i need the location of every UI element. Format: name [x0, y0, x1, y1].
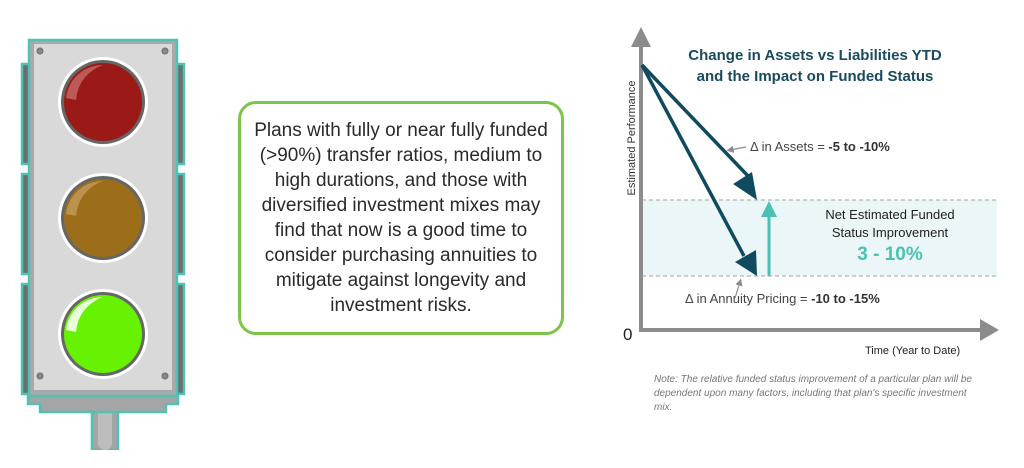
- annuity-change-arrow: [640, 64, 746, 257]
- green-light: [58, 289, 148, 379]
- x-axis-label: Time (Year to Date): [865, 345, 961, 357]
- info-text: Plans with fully or near fully funded (>…: [254, 120, 548, 316]
- funded-status-diagram: [631, 27, 999, 341]
- assets-change-arrow: [640, 63, 750, 178]
- origin-label: 0: [623, 325, 633, 344]
- net-improvement-label: Net Estimated Funded Status Improvement: [790, 206, 990, 242]
- red-light: [58, 57, 148, 147]
- footnote: Note: The relative funded status improve…: [654, 374, 972, 413]
- screws: [36, 47, 169, 380]
- annuity-label-value: -10 to -15%: [811, 291, 880, 306]
- chart-title-line2: and the Impact on Funded Status: [696, 68, 934, 85]
- net-label-line1: Net Estimated Funded: [825, 207, 955, 222]
- chart-title-line1: Change in Assets vs Liabilities YTD: [688, 47, 942, 64]
- improvement-band: [642, 200, 997, 276]
- assets-change-label: Δ in Assets = -5 to -10%: [750, 139, 890, 154]
- traffic-light-illustration: [20, 38, 186, 450]
- y-axis-label: Estimated Performance: [626, 80, 638, 196]
- net-label-line2: Status Improvement: [831, 225, 949, 240]
- chart-title: Change in Assets vs Liabilities YTD and …: [655, 45, 975, 87]
- assets-label-prefix: Δ in Assets =: [750, 139, 829, 154]
- info-callout-box: Plans with fully or near fully funded (>…: [238, 101, 564, 335]
- assets-label-value: -5 to -10%: [828, 139, 890, 154]
- annuity-pricing-label: Δ in Annuity Pricing = -10 to -15%: [685, 291, 880, 306]
- annuity-label-prefix: Δ in Annuity Pricing =: [685, 291, 812, 306]
- net-improvement-value: 3 - 10%: [857, 244, 923, 265]
- amber-light: [58, 173, 148, 263]
